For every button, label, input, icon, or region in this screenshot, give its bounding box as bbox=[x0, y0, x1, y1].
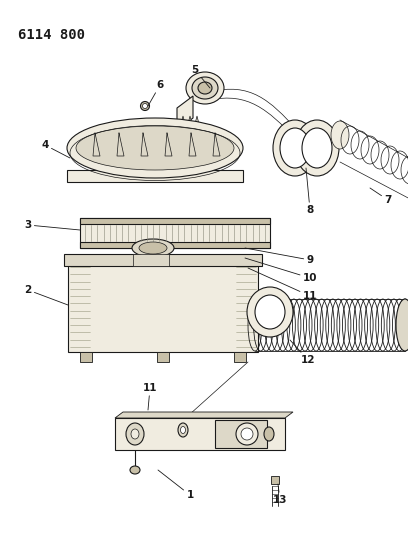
Polygon shape bbox=[187, 116, 193, 128]
Ellipse shape bbox=[280, 128, 310, 168]
Ellipse shape bbox=[76, 126, 234, 170]
Text: 9: 9 bbox=[245, 248, 314, 265]
Text: 2: 2 bbox=[24, 285, 68, 305]
Ellipse shape bbox=[264, 427, 274, 441]
Ellipse shape bbox=[67, 118, 243, 178]
Ellipse shape bbox=[132, 239, 174, 257]
Text: 8: 8 bbox=[306, 168, 314, 215]
Ellipse shape bbox=[295, 120, 339, 176]
Text: 3: 3 bbox=[24, 220, 80, 230]
Ellipse shape bbox=[130, 466, 140, 474]
Polygon shape bbox=[180, 116, 186, 128]
Bar bbox=[234, 352, 246, 362]
Text: 11: 11 bbox=[248, 268, 317, 301]
Text: 10: 10 bbox=[245, 258, 317, 283]
Bar bbox=[133, 254, 169, 266]
Ellipse shape bbox=[131, 429, 139, 439]
Bar bbox=[68, 262, 258, 352]
Ellipse shape bbox=[139, 242, 167, 254]
Ellipse shape bbox=[140, 101, 149, 110]
Ellipse shape bbox=[302, 128, 332, 168]
Bar bbox=[215, 420, 267, 448]
Text: 1: 1 bbox=[158, 470, 194, 500]
Ellipse shape bbox=[198, 82, 212, 94]
Polygon shape bbox=[67, 170, 243, 182]
Text: 13: 13 bbox=[273, 484, 287, 505]
Ellipse shape bbox=[255, 295, 285, 329]
Polygon shape bbox=[194, 116, 200, 128]
Text: 12: 12 bbox=[290, 340, 315, 365]
Polygon shape bbox=[115, 412, 293, 418]
Bar bbox=[80, 242, 270, 248]
Ellipse shape bbox=[186, 72, 224, 104]
Ellipse shape bbox=[331, 121, 349, 149]
Bar bbox=[80, 218, 270, 248]
Bar bbox=[80, 218, 270, 224]
Text: 6114 800: 6114 800 bbox=[18, 28, 85, 42]
Text: 11: 11 bbox=[143, 383, 157, 410]
Bar bbox=[80, 352, 92, 362]
Ellipse shape bbox=[180, 426, 186, 433]
Text: 7: 7 bbox=[370, 188, 392, 205]
Polygon shape bbox=[177, 96, 193, 130]
Text: 4: 4 bbox=[41, 140, 70, 158]
Ellipse shape bbox=[178, 423, 188, 437]
Ellipse shape bbox=[396, 299, 408, 351]
Ellipse shape bbox=[241, 428, 253, 440]
Bar bbox=[115, 418, 285, 450]
Ellipse shape bbox=[273, 120, 317, 176]
Ellipse shape bbox=[192, 77, 218, 99]
Ellipse shape bbox=[236, 423, 258, 445]
Ellipse shape bbox=[126, 423, 144, 445]
Ellipse shape bbox=[247, 287, 293, 337]
Text: 5: 5 bbox=[191, 65, 210, 88]
Bar bbox=[157, 352, 169, 362]
Polygon shape bbox=[271, 476, 279, 484]
Text: 6: 6 bbox=[148, 80, 164, 106]
Bar bbox=[64, 254, 262, 266]
Ellipse shape bbox=[142, 103, 148, 109]
